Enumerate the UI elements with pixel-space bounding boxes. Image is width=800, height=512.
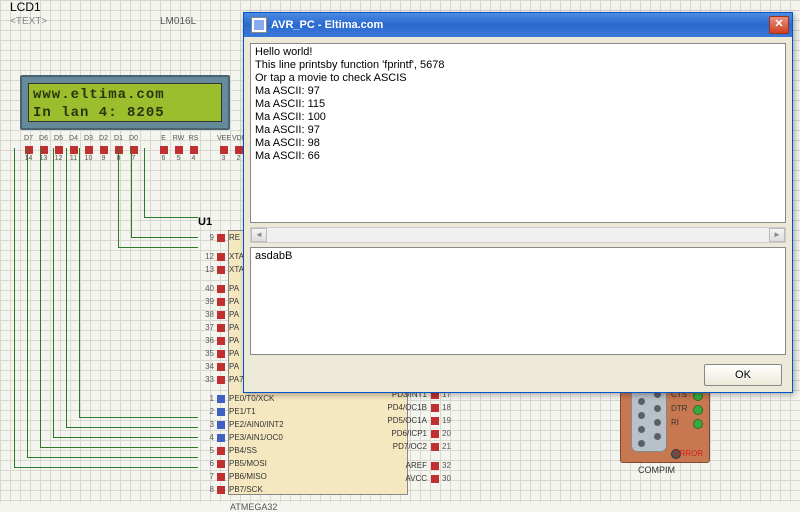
chip-pin: 32AREF bbox=[406, 460, 458, 471]
close-button[interactable]: ✕ bbox=[769, 16, 789, 34]
chip-pin: 1PE0/T0/XCK bbox=[198, 393, 274, 404]
wire bbox=[144, 217, 198, 218]
lcd-pin-row: D714D613D512D411D310D29D18D07E6RW5RS4VEE… bbox=[22, 135, 260, 162]
lcd-pin: RW5 bbox=[172, 135, 185, 162]
dialog-body: Hello world!This line printsby function … bbox=[244, 37, 792, 392]
avr-pc-dialog: AVR_PC - Eltima.com ✕ Hello world!This l… bbox=[243, 12, 793, 393]
wire bbox=[131, 148, 132, 238]
compim-sig: RI bbox=[671, 418, 679, 427]
lcd-pin: E6 bbox=[157, 135, 170, 162]
output-line: Ma ASCII: 97 bbox=[255, 85, 781, 98]
chip-pin: 39PA bbox=[198, 296, 239, 307]
scroll-left-icon[interactable]: ◄ bbox=[251, 228, 267, 242]
wire bbox=[40, 447, 198, 448]
chip-pin: 18PD4/OC1B bbox=[387, 402, 458, 413]
output-textarea[interactable]: Hello world!This line printsby function … bbox=[250, 43, 786, 223]
lcd-pin: D714 bbox=[22, 135, 35, 162]
lcd-screen: www.eltima.com In lan 4: 8205 bbox=[28, 83, 222, 122]
chip-pin: 21PD7/OC2 bbox=[393, 441, 458, 452]
chip-pin: 38PA bbox=[198, 309, 239, 320]
app-icon bbox=[251, 17, 267, 33]
wire bbox=[66, 148, 67, 428]
output-line: This line printsby function 'fprintf', 5… bbox=[255, 59, 781, 72]
chip-pin: 3PE2/AIN0/INT2 bbox=[198, 419, 284, 430]
lcd-pin: D310 bbox=[82, 135, 95, 162]
chip-pin: 8PB7/SCK bbox=[198, 484, 263, 495]
lcd-line2: In lan 4: 8205 bbox=[33, 104, 217, 122]
button-row: OK bbox=[250, 364, 786, 386]
wire bbox=[27, 457, 198, 458]
wire bbox=[79, 148, 80, 418]
wire bbox=[118, 148, 119, 248]
chip-pin: 5PB4/SS bbox=[198, 445, 257, 456]
chip-pin: 2PE1/T1 bbox=[198, 406, 256, 417]
wire bbox=[66, 427, 198, 428]
output-line: Ma ASCII: 98 bbox=[255, 137, 781, 150]
titlebar[interactable]: AVR_PC - Eltima.com ✕ bbox=[244, 13, 792, 37]
compim-sig: DTR bbox=[671, 404, 687, 413]
wire bbox=[27, 148, 28, 458]
lcd-pin: VEE3 bbox=[217, 135, 230, 162]
input-textarea[interactable] bbox=[250, 247, 786, 355]
lcd-frame: www.eltima.com In lan 4: 8205 bbox=[20, 75, 230, 130]
chip-pin: 35PA bbox=[198, 348, 239, 359]
chip-pin: 40PA bbox=[198, 283, 239, 294]
compim-name: COMPIM bbox=[638, 465, 675, 475]
output-line: Or tap a movie to check ASCIS bbox=[255, 72, 781, 85]
wire bbox=[53, 437, 198, 438]
window-title: AVR_PC - Eltima.com bbox=[271, 19, 769, 31]
hscrollbar[interactable]: ◄ ► bbox=[250, 227, 786, 243]
chip-pin: 20PD6/ICP1 bbox=[391, 428, 458, 439]
lcd-pin: D07 bbox=[127, 135, 140, 162]
compim-error-label: ERROR bbox=[674, 449, 703, 458]
chip-model: ATMEGA32 bbox=[230, 502, 277, 512]
lcd-pin bbox=[202, 135, 215, 162]
output-line: Hello world! bbox=[255, 46, 781, 59]
ok-button[interactable]: OK bbox=[704, 364, 782, 386]
chip-pin: 36PA bbox=[198, 335, 239, 346]
lcd-line1: www.eltima.com bbox=[33, 86, 217, 104]
scroll-track[interactable] bbox=[267, 228, 769, 242]
wire bbox=[131, 237, 198, 238]
wire bbox=[118, 247, 198, 248]
chip-pin: 7PB6/MISO bbox=[198, 471, 267, 482]
wire bbox=[14, 148, 15, 468]
chip-pin: 4PE3/AIN1/OC0 bbox=[198, 432, 283, 443]
chip-pin: 12XTA bbox=[198, 251, 244, 262]
wire bbox=[40, 148, 41, 448]
lcd-text-ph: <TEXT> bbox=[10, 16, 47, 27]
wire bbox=[14, 467, 198, 468]
wire bbox=[79, 417, 198, 418]
compim-led bbox=[693, 405, 703, 415]
lcd-pin: D29 bbox=[97, 135, 110, 162]
output-line: Ma ASCII: 100 bbox=[255, 111, 781, 124]
output-line: Ma ASCII: 66 bbox=[255, 150, 781, 163]
wire bbox=[53, 148, 54, 438]
chip-pin: 13XTA bbox=[198, 264, 244, 275]
compim-led bbox=[693, 419, 703, 429]
chip-pin: 9RE bbox=[198, 232, 240, 243]
chip-pin: 37PA bbox=[198, 322, 239, 333]
chip-ref: U1 bbox=[198, 216, 212, 228]
lcd-pin: RS4 bbox=[187, 135, 200, 162]
wire bbox=[144, 148, 145, 218]
lcd-ref: LCD1 bbox=[10, 0, 41, 14]
lcd-pin: D613 bbox=[37, 135, 50, 162]
output-line: Ma ASCII: 97 bbox=[255, 124, 781, 137]
scroll-right-icon[interactable]: ► bbox=[769, 228, 785, 242]
chip-pin: 34PA bbox=[198, 361, 239, 372]
lcd-model: LM016L bbox=[160, 16, 196, 27]
output-line: Ma ASCII: 115 bbox=[255, 98, 781, 111]
chip-pin: 19PD5/OC1A bbox=[387, 415, 458, 426]
chip-pin: 30AVCC bbox=[405, 473, 458, 484]
chip-pin: 6PB5/MOSI bbox=[198, 458, 267, 469]
